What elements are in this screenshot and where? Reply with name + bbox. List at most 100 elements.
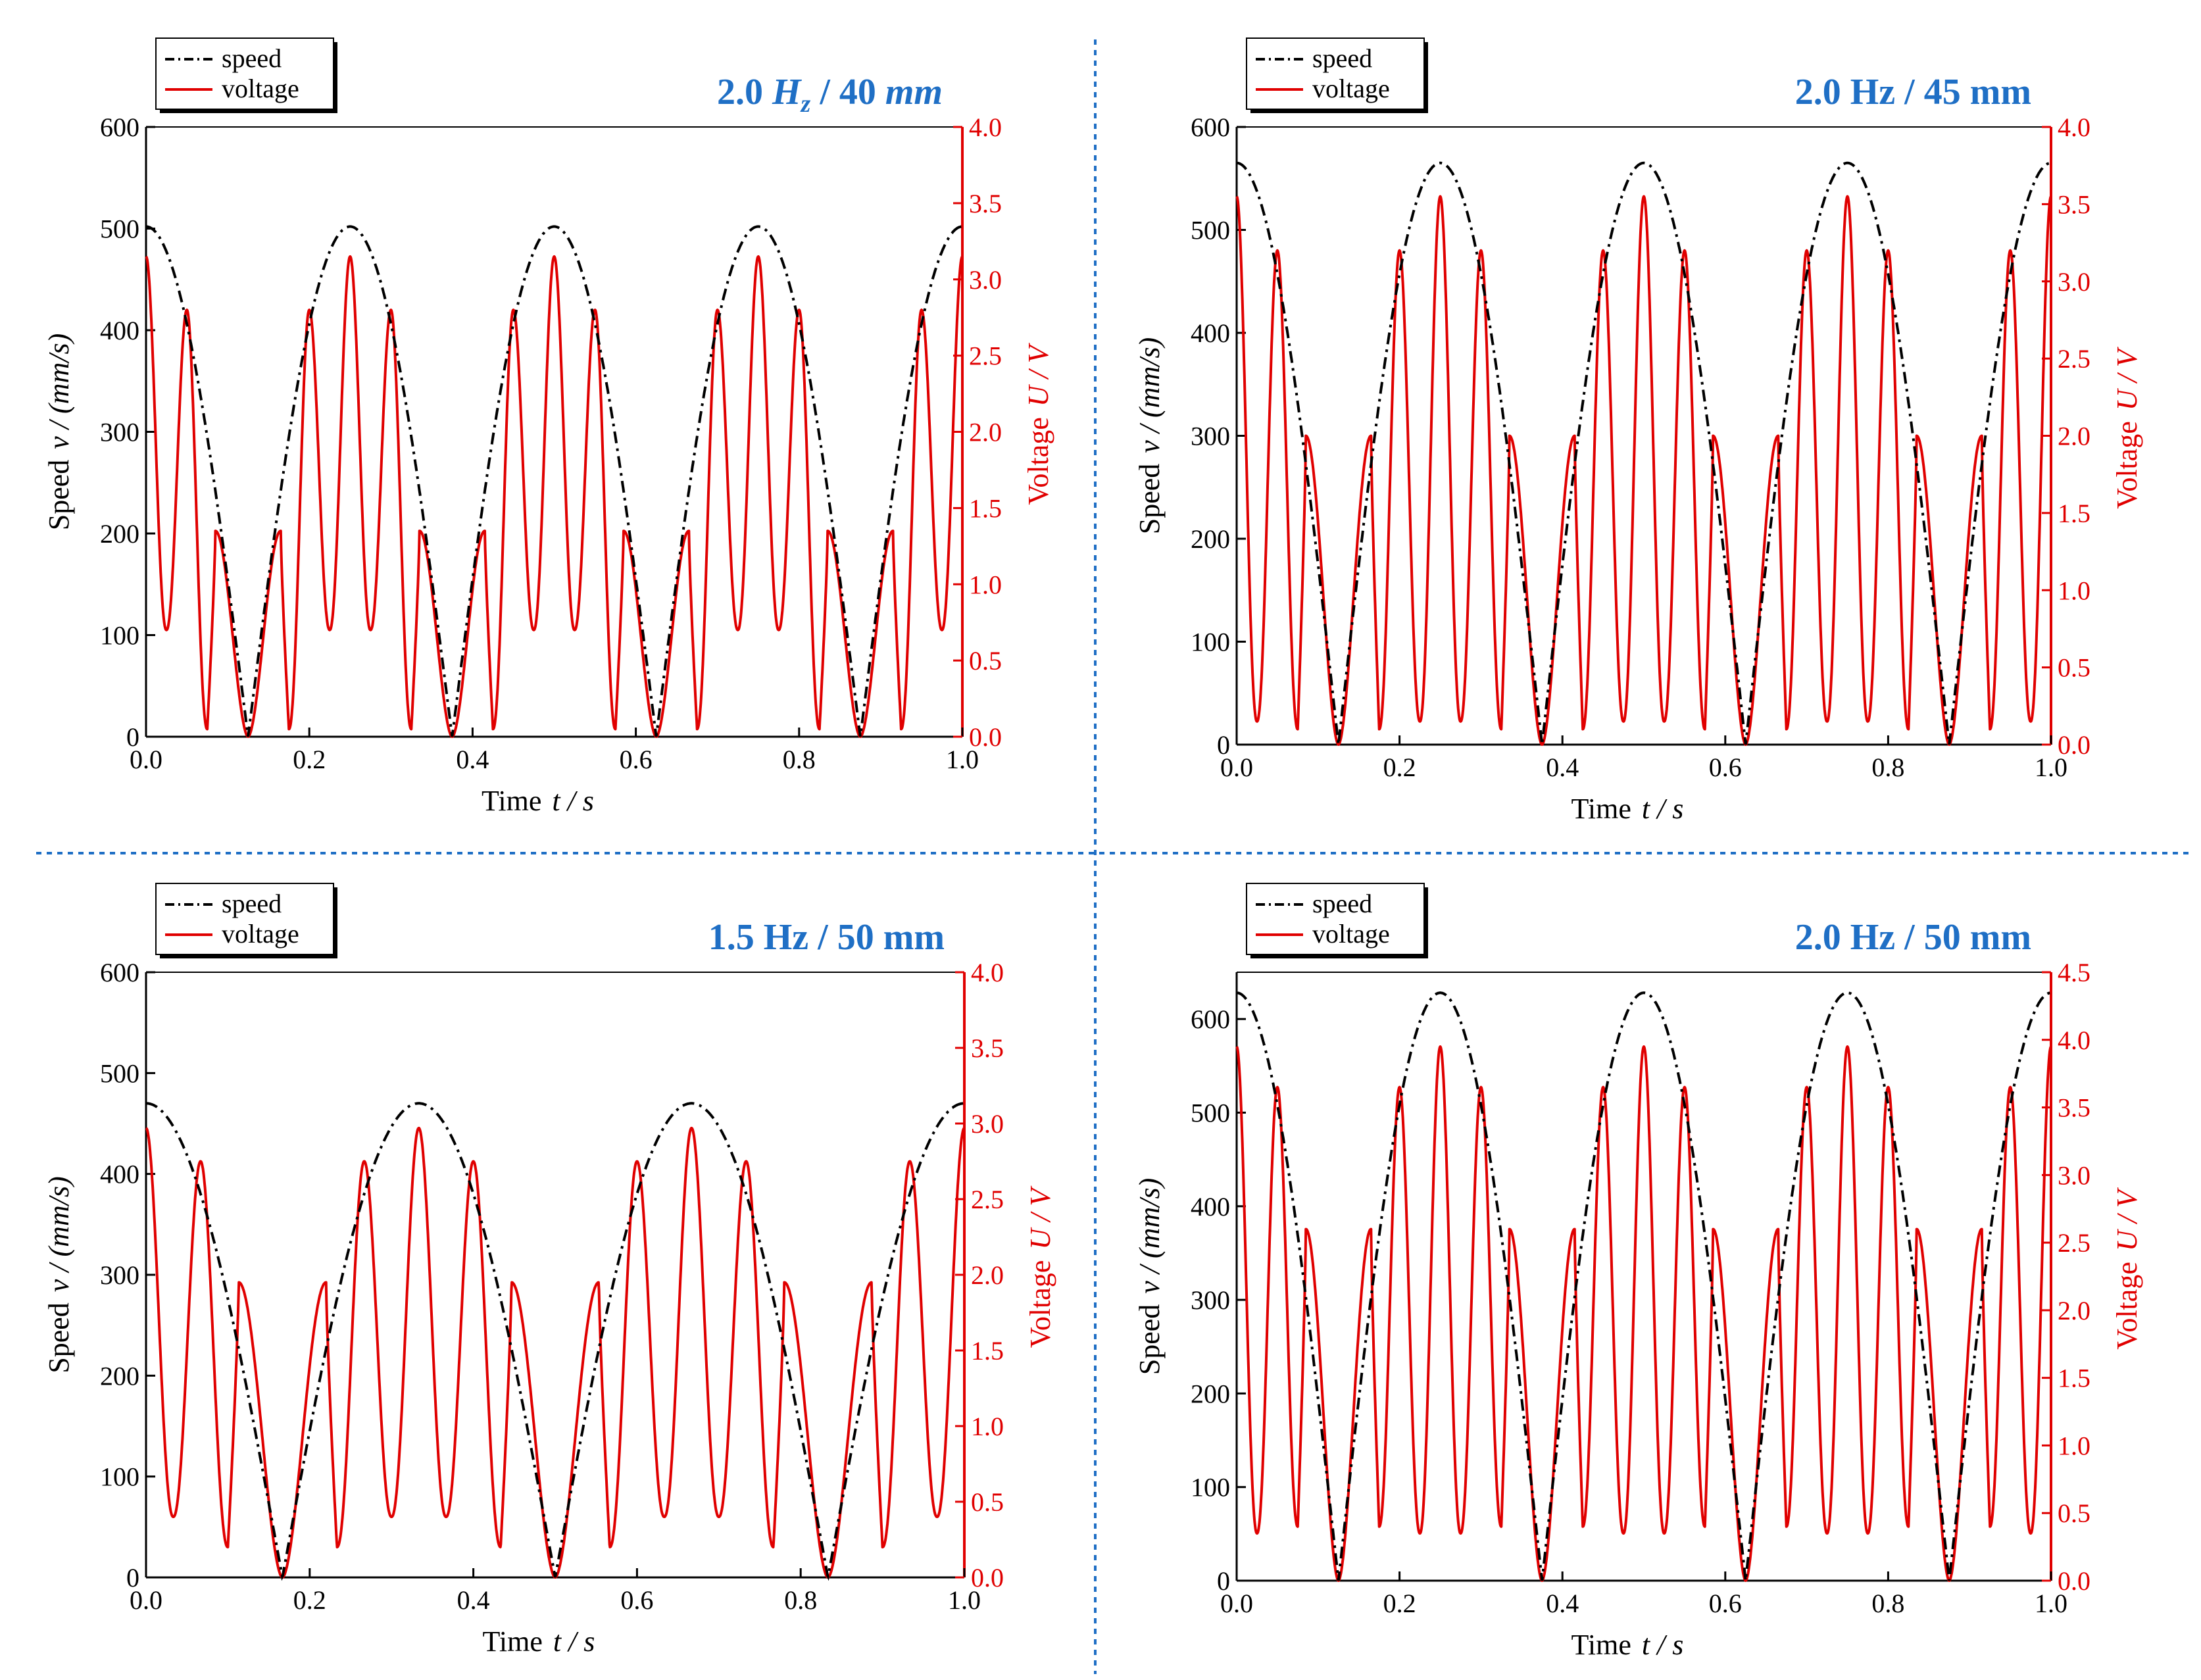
y-right-axis-label-text: Voltage xyxy=(1024,1260,1056,1348)
y-left-axis-label-unit: v / (mm/s) xyxy=(43,334,75,449)
y-right-tick-label: 2.5 xyxy=(971,1185,1004,1214)
y-left-tick-label: 400 xyxy=(1191,1192,1230,1222)
x-tick-label: 0.4 xyxy=(456,745,489,774)
y-right-tick-label: 3.0 xyxy=(971,1109,1004,1139)
y-right-tick-label: 2.0 xyxy=(2058,422,2090,451)
y-right-axis-label: Voltage U / V xyxy=(1024,1185,1056,1348)
x-axis-label: Time t / s xyxy=(482,785,594,817)
y-left-tick-label: 200 xyxy=(100,1361,139,1391)
y-left-axis-label: Speed v / (mm/s) xyxy=(43,334,75,531)
y-left-tick-label: 100 xyxy=(1191,1473,1230,1502)
x-tick-label: 0.0 xyxy=(130,745,162,774)
y-left-tick-label: 100 xyxy=(100,1462,139,1492)
legend-box xyxy=(1246,37,1425,110)
y-right-tick-label: 1.0 xyxy=(2058,576,2090,605)
chart-title-part: 2.0 Hz / 45 mm xyxy=(1795,72,2031,112)
y-right-axis-label-unit: U / V xyxy=(2111,346,2143,410)
x-tick-label: 0.4 xyxy=(1546,753,1579,782)
y-left-tick-label: 100 xyxy=(100,621,139,651)
x-tick-label: 0.6 xyxy=(620,1585,653,1615)
y-left-tick-label: 300 xyxy=(1191,1285,1230,1315)
x-axis-label: Time t / s xyxy=(1571,1629,1684,1661)
y-right-axis-label: Voltage U / V xyxy=(2111,346,2143,509)
y-left-tick-label: 0 xyxy=(1217,730,1230,760)
y-right-tick-label: 3.0 xyxy=(2058,267,2090,297)
y-left-tick-label: 300 xyxy=(100,1260,139,1290)
y-left-tick-label: 300 xyxy=(100,418,139,447)
x-tick-label: 1.0 xyxy=(2035,753,2067,782)
y-left-axis-label-unit: v / (mm/s) xyxy=(1133,1178,1166,1294)
y-right-tick-label: 1.5 xyxy=(2058,499,2090,528)
y-left-axis-label: Speed v / (mm/s) xyxy=(1133,337,1166,535)
chart-title-part: z xyxy=(800,90,811,118)
y-left-tick-label: 200 xyxy=(1191,1379,1230,1408)
y-right-tick-label: 4.0 xyxy=(971,958,1004,987)
y-left-tick-label: 600 xyxy=(1191,112,1230,142)
x-tick-label: 0.4 xyxy=(457,1585,490,1615)
speed-series-line xyxy=(146,1102,964,1581)
y-right-axis-label-unit: U / V xyxy=(1024,1185,1056,1250)
voltage-series-line xyxy=(145,255,964,738)
y-left-axis-label: Speed v / (mm/s) xyxy=(43,1176,75,1373)
y-right-tick-label: 0.0 xyxy=(2058,1566,2090,1596)
x-tick-label: 0.8 xyxy=(783,745,816,774)
legend-box xyxy=(1246,883,1425,955)
y-left-tick-label: 0 xyxy=(126,722,139,752)
y-right-axis-label-unit: U / V xyxy=(1022,342,1054,407)
x-axis-label-unit: t / s xyxy=(553,1625,595,1658)
y-right-tick-label: 2.0 xyxy=(969,418,1002,447)
x-tick-label: 0.6 xyxy=(1709,753,1742,782)
y-right-tick-label: 1.5 xyxy=(2058,1364,2090,1393)
y-left-tick-label: 200 xyxy=(100,519,139,549)
chart-title-part: 1.5 Hz / 50 mm xyxy=(708,917,945,958)
y-right-tick-label: 1.0 xyxy=(2058,1431,2090,1460)
y-right-axis-label: Voltage U / V xyxy=(2111,1187,2143,1350)
y-left-axis-label-unit: v / (mm/s) xyxy=(1133,337,1166,453)
chart-title-part: mm xyxy=(885,72,943,112)
chart-title-part: H xyxy=(772,72,802,112)
y-right-tick-label: 3.5 xyxy=(2058,189,2090,219)
x-tick-label: 0.4 xyxy=(1546,1589,1579,1618)
x-tick-label: 0.8 xyxy=(1871,753,1904,782)
y-right-tick-label: 2.5 xyxy=(969,341,1002,371)
y-right-axis-label: Voltage U / V xyxy=(1022,342,1054,505)
x-axis-label-text: Time xyxy=(482,785,541,817)
y-right-tick-label: 4.0 xyxy=(2058,1025,2090,1055)
legend-box xyxy=(155,37,334,110)
y-left-tick-label: 0 xyxy=(1217,1566,1230,1596)
y-right-tick-label: 4.5 xyxy=(2058,958,2090,987)
y-left-tick-label: 500 xyxy=(100,214,139,244)
chart-title: 2.0 Hz / 45 mm xyxy=(1795,72,2031,112)
y-left-tick-label: 600 xyxy=(1191,1004,1230,1034)
x-tick-label: 0.2 xyxy=(1383,753,1416,782)
y-right-tick-label: 3.5 xyxy=(971,1033,1004,1063)
y-right-tick-label: 0.5 xyxy=(2058,1498,2090,1528)
x-tick-label: 0.0 xyxy=(1220,753,1253,782)
speed-series-line xyxy=(1237,991,2051,1581)
x-axis-label-text: Time xyxy=(483,1625,543,1658)
legend-voltage-label: voltage xyxy=(1312,74,1390,103)
y-right-axis-label-unit: U / V xyxy=(2111,1187,2143,1251)
y-right-axis-label-text: Voltage xyxy=(1022,417,1054,505)
chart-title-part: 2.0 Hz / 50 mm xyxy=(1795,917,2031,958)
y-left-tick-label: 600 xyxy=(100,958,139,987)
x-axis-label-unit: t / s xyxy=(1642,1629,1684,1661)
y-left-tick-label: 600 xyxy=(100,112,139,142)
y-right-tick-label: 0.5 xyxy=(2058,653,2090,683)
y-left-tick-label: 300 xyxy=(1191,422,1230,451)
y-left-tick-label: 100 xyxy=(1191,628,1230,657)
x-tick-label: 0.6 xyxy=(1709,1589,1742,1618)
legend-voltage-label: voltage xyxy=(222,74,299,103)
legend-speed-label: speed xyxy=(1312,889,1372,918)
y-right-tick-label: 1.5 xyxy=(971,1336,1004,1366)
x-tick-label: 0.0 xyxy=(130,1585,162,1615)
y-left-tick-label: 500 xyxy=(100,1058,139,1088)
y-left-tick-label: 0 xyxy=(126,1563,139,1593)
y-left-tick-label: 400 xyxy=(1191,318,1230,348)
y-right-tick-label: 3.0 xyxy=(2058,1160,2090,1190)
x-axis-label-unit: t / s xyxy=(1642,793,1684,825)
